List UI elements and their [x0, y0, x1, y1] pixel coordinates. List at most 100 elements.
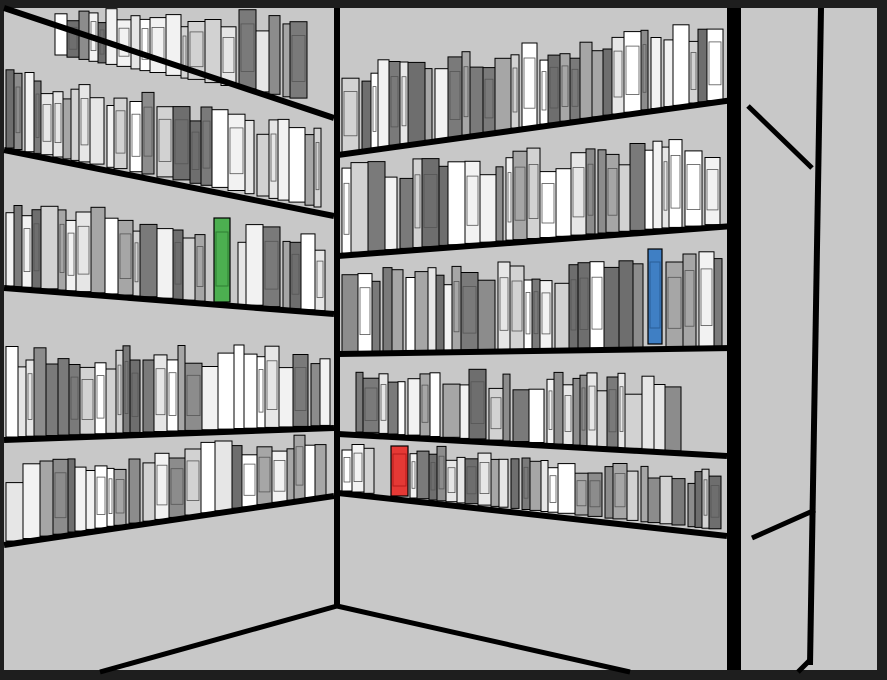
left-row-4-book — [243, 353, 258, 429]
right-row-5-book-label — [710, 485, 720, 518]
left-row-1-book — [139, 18, 151, 72]
left-row-4-book — [122, 345, 131, 434]
left-row-5-book — [67, 458, 76, 533]
right-row-2-book-label — [663, 161, 668, 211]
right-row-3-book — [665, 261, 684, 348]
left-row-3-book — [5, 212, 15, 287]
left-row-4-book — [33, 347, 47, 437]
green-book[interactable] — [213, 217, 231, 303]
left-row-4-book — [115, 349, 124, 434]
right-row-1-book — [688, 40, 699, 104]
right-row-5-book — [671, 478, 686, 526]
green-book-spine[interactable] — [213, 217, 231, 303]
right-row-5-book — [498, 458, 509, 508]
right-row-4-book — [397, 381, 406, 436]
right-shelf-2 — [337, 223, 734, 259]
right-row-2-book — [555, 168, 572, 237]
left-shelf-3 — [3, 285, 335, 317]
right-row-5-book-label — [343, 456, 351, 483]
blue-book[interactable] — [647, 248, 663, 345]
right-row-5-book-label — [703, 479, 708, 516]
left-row-4-book-label — [70, 376, 79, 420]
left-row-4-book — [319, 358, 331, 426]
left-row-2-book — [211, 109, 229, 188]
left-row-3-book — [172, 229, 184, 300]
left-row-5-book-label — [295, 446, 304, 486]
left-row-2-book — [288, 127, 306, 203]
right-row-4-book-label — [564, 395, 572, 432]
left-row-2-book-label — [202, 120, 211, 169]
right-row-3-book-label — [700, 268, 713, 326]
right-row-3-book — [554, 282, 570, 350]
left-row-2-book-label — [35, 93, 40, 138]
left-row-3-book-label — [59, 223, 65, 273]
left-row-5-book — [5, 482, 24, 542]
left-row-1-book-label — [222, 37, 235, 74]
right-row-2-book — [479, 174, 497, 243]
left-row-2-book-label — [191, 131, 200, 170]
right-row-3-book — [371, 280, 381, 353]
left-row-2-book-label — [115, 110, 126, 154]
red-book[interactable] — [390, 445, 409, 497]
right-row-1-book-label — [642, 44, 647, 93]
blue-book-band — [649, 261, 661, 329]
left-row-4-book — [142, 359, 155, 433]
right-row-4-book — [572, 377, 581, 446]
right-row-4-book — [419, 373, 431, 437]
left-row-5-book-label — [186, 460, 200, 501]
right-row-3-book-label — [533, 291, 539, 335]
right-row-4-book-label — [588, 385, 596, 431]
right-row-5-book-label — [466, 466, 477, 495]
left-row-2-book — [70, 88, 80, 161]
left-row-4-book — [256, 356, 266, 429]
right-row-2-book — [539, 171, 557, 239]
right-row-2-book — [495, 166, 504, 242]
right-row-5-book-label — [411, 461, 416, 489]
right-row-3-book-label — [570, 279, 577, 331]
left-row-2-book-label — [15, 86, 21, 134]
left-row-1-book — [289, 21, 308, 99]
right-row-4-book — [355, 371, 364, 433]
right-row-2-book — [597, 149, 607, 234]
left-row-2-book — [33, 80, 42, 154]
right-row-5-book — [540, 460, 549, 512]
right-row-1-book-label — [690, 52, 697, 90]
right-row-3-book — [382, 267, 393, 352]
left-row-3-book — [300, 233, 316, 311]
right-row-1-book — [341, 77, 360, 153]
right-row-2-book-label — [587, 163, 594, 216]
pillar-mark-top — [746, 104, 814, 170]
right-row-5-book — [701, 468, 710, 529]
right-row-1-book-label — [541, 71, 547, 111]
left-row-3-book-label — [316, 260, 324, 298]
right-row-2-book — [384, 176, 398, 251]
left-row-5-book — [74, 466, 87, 532]
right-row-2-book — [585, 148, 596, 235]
right-row-1-book — [706, 28, 724, 102]
floor-line-left — [99, 603, 338, 675]
right-row-3-book — [414, 271, 429, 352]
right-row-1-book-label — [390, 76, 399, 128]
right-row-3-book — [391, 269, 404, 352]
right-row-3-book — [568, 264, 579, 349]
left-row-1-book-label — [240, 23, 255, 72]
right-row-2-book-label — [541, 183, 555, 224]
left-row-2-book-label — [143, 106, 153, 157]
pillar-edge — [807, 7, 824, 666]
highlighted-books — [213, 217, 663, 497]
left-shelf-2 — [3, 147, 335, 219]
right-row-2-book-label — [607, 167, 618, 216]
left-row-2-book — [24, 72, 35, 153]
right-row-4-book-label — [619, 386, 624, 432]
left-row-3-book — [65, 219, 77, 292]
right-row-1-book — [434, 68, 449, 140]
left-row-3-book-label — [67, 232, 75, 276]
right-row-2-book-label — [466, 175, 479, 226]
blue-book-spine[interactable] — [647, 248, 663, 345]
red-book-spine[interactable] — [390, 445, 409, 497]
right-row-2-book-label — [414, 174, 421, 229]
right-row-3-book — [713, 258, 723, 347]
right-row-3-book — [435, 274, 445, 352]
right-row-1-book — [361, 80, 372, 150]
right-row-5-book-label — [576, 480, 587, 507]
